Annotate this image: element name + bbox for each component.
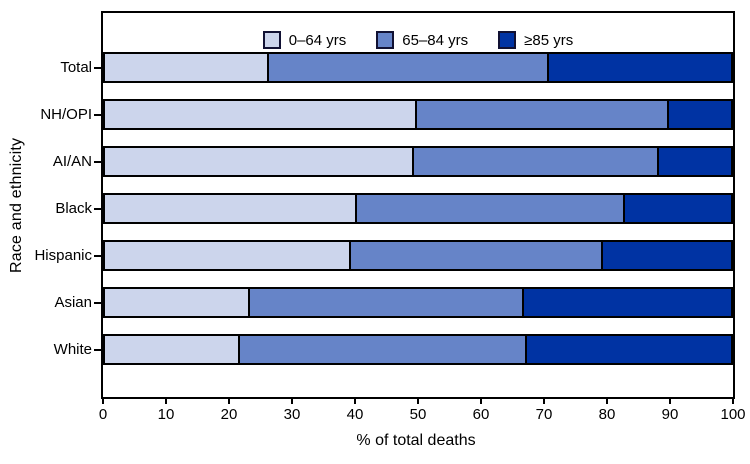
legend-swatch-65-84 (376, 31, 395, 49)
x-tick (606, 397, 608, 404)
x-tick (354, 397, 356, 404)
bar-segment (547, 52, 733, 83)
y-tick (94, 348, 101, 351)
bar-row-white (103, 334, 733, 365)
bar-row-hispanic (103, 240, 733, 271)
category-label: Hispanic (34, 246, 92, 264)
bar-segment (247, 287, 522, 318)
y-tick (94, 66, 101, 69)
bar-segment (103, 287, 248, 318)
legend: 0–64 yrs 65–84 yrs ≥85 yrs (103, 26, 733, 54)
legend-swatch-0-64 (262, 31, 281, 49)
category-label: AI/AN (52, 152, 92, 170)
legend-item-85plus: ≥85 yrs (498, 31, 573, 49)
x-tick-label: 60 (472, 406, 490, 423)
legend-swatch-85plus (498, 31, 517, 49)
bar-segment (348, 240, 601, 271)
bar-row-total (103, 52, 733, 83)
bar-segment (266, 52, 548, 83)
bar-segment (103, 334, 239, 365)
bar-segment (525, 334, 733, 365)
x-axis-title: % of total deaths (356, 432, 476, 449)
x-tick-label: 40 (346, 406, 364, 423)
bar-segment (103, 240, 349, 271)
bar-segment (521, 287, 733, 318)
x-tick (228, 397, 230, 404)
x-tick (102, 397, 104, 404)
legend-item-0-64: 0–64 yrs (262, 31, 347, 49)
x-tick (543, 397, 545, 404)
category-label: White (53, 340, 92, 358)
x-tick-label: 100 (720, 406, 746, 423)
legend-label: ≥85 yrs (524, 31, 574, 49)
bar-segment (600, 240, 733, 271)
category-label: Black (55, 199, 92, 217)
category-label: NH/OPI (40, 105, 92, 123)
bar-row-asian (103, 287, 733, 318)
y-tick (94, 160, 101, 163)
x-tick-label: 90 (661, 406, 679, 423)
bar-segment (657, 146, 733, 177)
plot-frame: 0–64 yrs 65–84 yrs ≥85 yrs (101, 11, 735, 399)
bar-segment (666, 99, 733, 130)
y-tick (94, 113, 101, 116)
bar-row-nh-opi (103, 99, 733, 130)
y-tick (94, 207, 101, 210)
bar-row-black (103, 193, 733, 224)
x-tick-label: 70 (535, 406, 553, 423)
bar-row-ai-an (103, 146, 733, 177)
x-tick (732, 397, 734, 404)
bar-segment (355, 193, 623, 224)
x-tick-label: 0 (98, 406, 108, 423)
legend-item-65-84: 65–84 yrs (376, 31, 468, 49)
y-tick (94, 301, 101, 304)
x-tick (417, 397, 419, 404)
x-tick (480, 397, 482, 404)
x-tick (669, 397, 671, 404)
bar-segment (622, 193, 733, 224)
x-tick (165, 397, 167, 404)
bar-segment (103, 99, 415, 130)
bar-segment (414, 99, 667, 130)
bars-area (103, 52, 733, 381)
bar-segment (103, 193, 355, 224)
category-label: Asian (54, 293, 92, 311)
x-tick-label: 10 (157, 406, 175, 423)
bar-segment (238, 334, 526, 365)
bar-segment (103, 52, 267, 83)
x-tick (291, 397, 293, 404)
legend-label: 65–84 yrs (402, 31, 469, 49)
x-tick-label: 30 (283, 406, 301, 423)
legend-label: 0–64 yrs (288, 31, 347, 49)
y-tick (94, 254, 101, 257)
bar-segment (411, 146, 658, 177)
x-tick-label: 50 (409, 406, 427, 423)
x-tick-label: 20 (220, 406, 238, 423)
x-tick-label: 80 (598, 406, 616, 423)
bar-segment (103, 146, 412, 177)
category-label: Total (60, 58, 92, 76)
